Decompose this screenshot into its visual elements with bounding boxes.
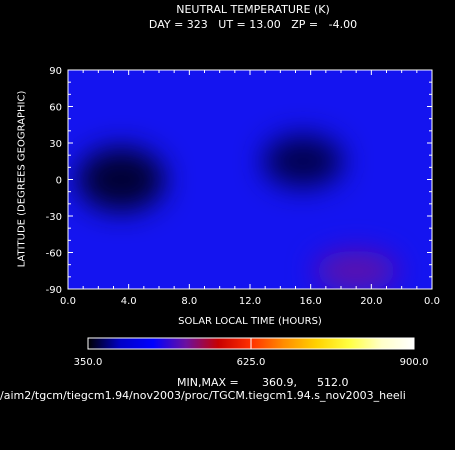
- chart-title: NEUTRAL TEMPERATURE (K): [176, 3, 330, 16]
- y-axis-label: LATITUDE (DEGREES GEOGRAPHIC): [16, 90, 28, 268]
- max-value: 512.0: [317, 376, 349, 389]
- y-tick-label: 0: [56, 176, 62, 187]
- minmax-label: MIN,MAX =: [177, 376, 239, 389]
- chart-subtitle: DAY = 323 UT = 13.00 ZP = -4.00: [148, 18, 358, 31]
- y-tick-label: 90: [49, 66, 62, 77]
- x-axis-label: SOLAR LOCAL TIME (HOURS): [178, 316, 322, 327]
- x-tick-label: 4.0: [121, 296, 137, 307]
- cold-minimum-region: [263, 135, 344, 188]
- colorbar-label: 900.0: [400, 357, 429, 368]
- y-tick-label: 30: [49, 139, 62, 150]
- cold-minimum-region: [77, 147, 166, 212]
- warm-maximum-region: [314, 250, 399, 289]
- y-tick-label: -90: [46, 285, 62, 296]
- x-tick-label: 20.0: [360, 296, 382, 307]
- x-tick-label: 8.0: [181, 296, 197, 307]
- source-file-path: /aim2/tgcm/tiegcm1.94/nov2003/proc/TGCM.…: [0, 389, 406, 402]
- y-tick-label: -30: [46, 212, 62, 223]
- x-tick-label: 0.0: [60, 296, 76, 307]
- x-tick-label: 16.0: [300, 296, 322, 307]
- colorbar-label: 625.0: [237, 357, 266, 368]
- x-tick-label: 12.0: [239, 296, 261, 307]
- min-value: 360.9,: [262, 376, 297, 389]
- y-tick-label: 60: [49, 103, 62, 114]
- colorbar-label: 350.0: [74, 357, 103, 368]
- y-tick-label: -60: [46, 249, 62, 260]
- x-tick-label: 0.0: [424, 296, 440, 307]
